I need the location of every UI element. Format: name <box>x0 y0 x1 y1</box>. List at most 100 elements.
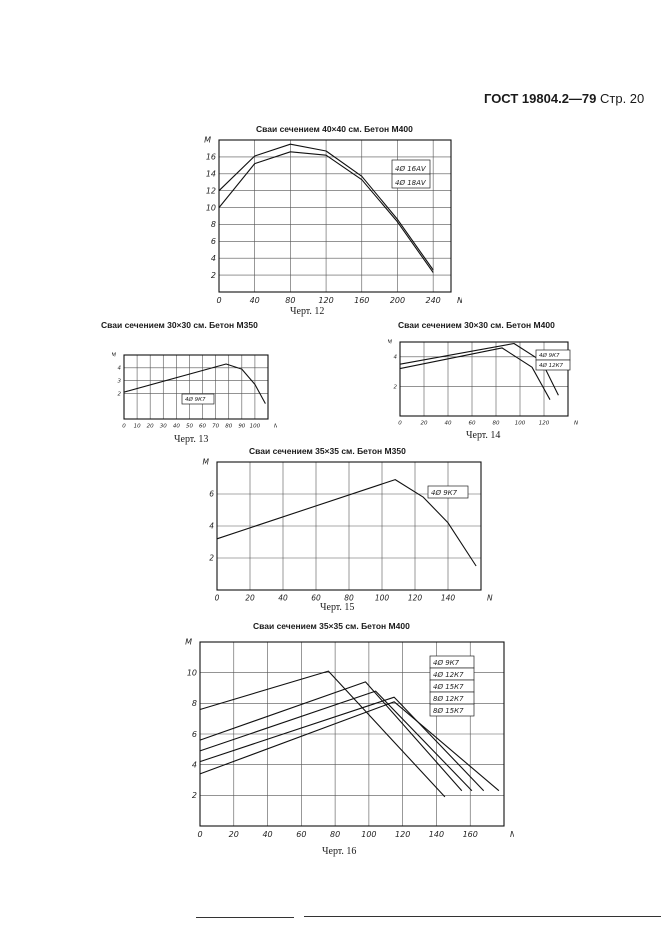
x-tick-label: 50 <box>186 424 193 430</box>
y-tick-label: 4 <box>394 355 398 361</box>
x-tick-label: 70 <box>212 424 219 430</box>
plot-frame <box>199 641 505 827</box>
legend-box <box>391 173 431 189</box>
x-tick-label: 40 <box>445 421 452 427</box>
y-axis-label: M <box>204 135 211 144</box>
chart15-caption: Черт. 15 <box>320 602 355 613</box>
chart13-caption: Черт. 13 <box>174 434 209 445</box>
series-line-1 <box>123 363 266 404</box>
plot-frame <box>216 461 482 591</box>
x-tick-label: 100 <box>250 424 261 430</box>
legend-label: 4Ø 12К7 <box>539 362 563 369</box>
x-tick-label: 40 <box>262 830 272 839</box>
chart13-figure: 0 10 20 30 40 50 60 70 80 90 100 2 3 4 M N 4Ø 9К7 <box>112 353 277 430</box>
x-tick-label: 40 <box>278 594 288 603</box>
x-tick-label: 60 <box>469 421 476 427</box>
x-tick-label: 240 <box>426 296 441 305</box>
x-tick-label: 0 <box>398 421 402 427</box>
x-tick-label: 20 <box>229 830 239 839</box>
x-tick-label: 80 <box>330 830 340 839</box>
x-tick-label: 120 <box>395 830 410 839</box>
series-line-4 <box>199 696 485 792</box>
y-tick-label: 12 <box>206 186 216 195</box>
series-line-3 <box>199 690 473 792</box>
x-tick-label: 160 <box>463 830 478 839</box>
x-tick-label: 40 <box>250 296 260 305</box>
x-axis-label: N <box>510 830 514 839</box>
legend-box <box>427 485 469 499</box>
x-tick-label: 30 <box>160 424 167 430</box>
x-tick-label: 80 <box>344 594 354 603</box>
legend-label: 8Ø 12К7 <box>433 695 464 703</box>
y-tick-label: 6 <box>211 237 216 246</box>
chart14-title: Сваи сечением 30×30 см. Бетон М400 <box>398 320 555 330</box>
series-line-2 <box>218 143 434 271</box>
legend-label: 4Ø 9К7 <box>431 489 458 497</box>
x-tick-label: 120 <box>318 296 333 305</box>
x-tick-label: 40 <box>173 424 180 430</box>
x-tick-label: 60 <box>311 594 321 603</box>
series-line-5 <box>199 701 500 792</box>
page-number: Стр. 20 <box>600 91 645 106</box>
x-tick-label: 0 <box>216 296 221 305</box>
x-tick-label: 0 <box>197 830 202 839</box>
y-tick-label: 2 <box>192 791 197 800</box>
y-tick-label: 2 <box>211 271 216 280</box>
legend-label: 4Ø 16АⅤ <box>395 165 427 173</box>
standard-number: ГОСТ 19804.2—79 <box>484 91 597 106</box>
legend-label: 4Ø 9К7 <box>185 396 206 403</box>
plot-frame <box>399 341 569 417</box>
chart13-title: Сваи сечением 30×30 см. Бетон М350 <box>101 320 258 330</box>
footer-rule-left <box>196 917 294 918</box>
x-axis-label: N <box>274 424 277 430</box>
x-tick-label: 80 <box>285 296 295 305</box>
y-tick-label: 8 <box>211 220 216 229</box>
x-tick-label: 20 <box>147 424 154 430</box>
legend-label: 4Ø 12К7 <box>433 671 464 679</box>
x-tick-label: 0 <box>122 424 126 430</box>
y-tick-label: 4 <box>211 254 216 263</box>
y-tick-label: 2 <box>394 384 398 390</box>
chart12-figure: 0 40 80 120 160 200 240 2 4 6 8 10 12 14 16 M N 4Ø 16АⅤ 4Ø… <box>204 135 462 305</box>
y-axis-label: M <box>185 637 192 646</box>
x-tick-label: 100 <box>515 421 526 427</box>
x-tick-label: 100 <box>375 594 390 603</box>
chart14-figure: 0 20 40 60 80 100 120 2 4 M N 4Ø 9К7 4Ø 12К7 <box>388 340 578 427</box>
x-axis-label: N <box>574 421 578 427</box>
y-tick-label: 16 <box>206 153 216 162</box>
x-tick-label: 60 <box>296 830 306 839</box>
y-tick-label: 6 <box>209 490 214 499</box>
x-tick-label: 20 <box>245 594 255 603</box>
legend-label: 4Ø 18АⅤ <box>395 179 427 187</box>
x-tick-label: 80 <box>493 421 500 427</box>
chart12-title: Сваи сечением 40×40 см. Бетон М400 <box>256 124 413 134</box>
page-header: ГОСТ 19804.2—79 Стр. 20 <box>484 91 644 106</box>
plot-grid <box>124 355 268 419</box>
y-tick-label: 6 <box>192 730 197 739</box>
chart15-title: Сваи сечением 35×35 см. Бетон М350 <box>249 446 406 456</box>
y-tick-label: 2 <box>118 391 122 397</box>
x-tick-label: 10 <box>134 424 141 430</box>
x-tick-label: 120 <box>539 421 550 427</box>
x-tick-label: 160 <box>354 296 369 305</box>
x-tick-label: 120 <box>408 594 423 603</box>
y-tick-label: 4 <box>118 366 122 372</box>
chart16-caption: Черт. 16 <box>322 846 357 857</box>
y-axis-label: M <box>203 457 210 466</box>
series-line-2 <box>399 342 559 396</box>
footer-rule-right <box>304 916 661 917</box>
x-tick-label: 200 <box>390 296 405 305</box>
series-line-1 <box>216 479 477 567</box>
y-tick-label: 2 <box>209 554 214 563</box>
series-line-2 <box>199 681 463 792</box>
x-tick-label: 140 <box>441 594 456 603</box>
x-axis-label: N <box>457 296 462 305</box>
y-tick-label: 8 <box>192 699 197 708</box>
y-axis-label: M <box>112 353 116 359</box>
series-line-1 <box>399 347 551 400</box>
legend-label: 8Ø 15К7 <box>433 707 464 715</box>
series-line-1 <box>199 670 446 798</box>
legend-box <box>429 703 475 717</box>
plot-frame <box>123 354 269 420</box>
x-axis-label: N <box>487 594 493 603</box>
